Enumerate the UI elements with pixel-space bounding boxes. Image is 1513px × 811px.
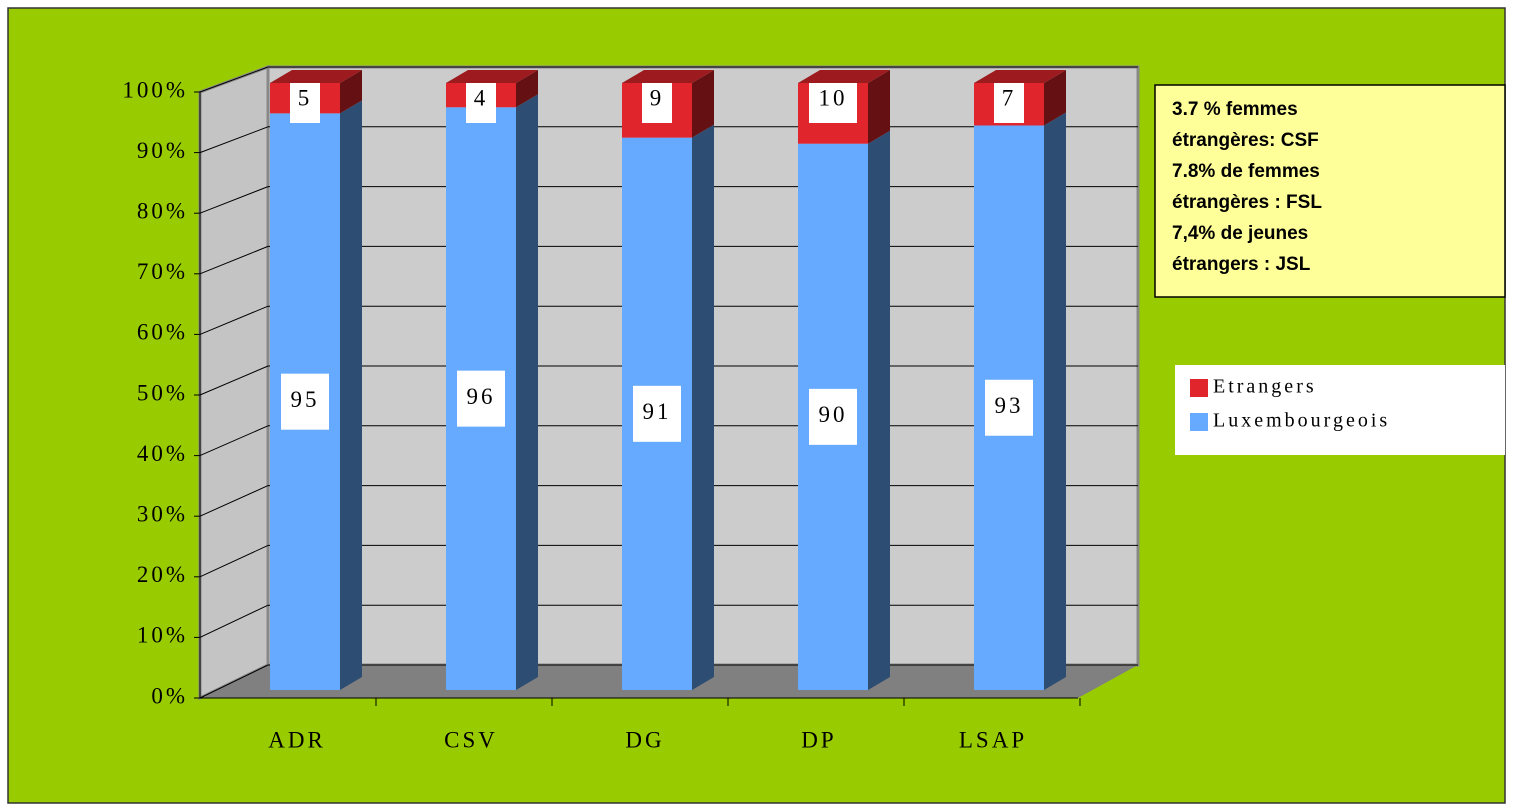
y-tick-label: 10% [137,623,188,648]
y-tick-label: 50% [137,380,188,405]
grid-line [199,664,269,699]
y-tick-label: 90% [137,138,188,163]
grid-line [199,604,269,638]
y-tick-label: 0% [151,683,188,708]
annotation: étrangères : FSL [1172,192,1322,213]
data-label-box [466,83,496,123]
annotation: 7,4% de jeunes [1172,223,1308,244]
bar-side [340,70,362,114]
data-label-box [809,83,857,123]
bar-top [622,70,714,83]
grid-line [199,305,269,335]
bar-side [1044,70,1066,126]
data-label-box [642,83,672,123]
data-label: 90 [819,402,848,427]
data-label: 4 [474,85,489,110]
y-tick-label: 30% [137,501,188,526]
legend [1175,365,1505,455]
y-tick-label: 70% [137,259,188,284]
data-label-box [281,373,329,430]
bar-top [798,70,890,83]
grid-line [199,544,269,578]
annotation: étrangers : JSL [1172,254,1311,275]
data-label-box [809,388,857,445]
data-label: 7 [1002,85,1017,110]
data-label: 96 [467,384,496,409]
bar-side [516,70,538,108]
annotation: étrangères: CSF [1172,130,1319,151]
y-tick-label: 100% [122,77,188,102]
bar-top [974,70,1066,83]
grid-line [199,365,269,396]
annotation: 7.8% de femmes [1172,161,1320,182]
x-tick-label: LSAP [959,727,1027,752]
data-label-box [457,370,505,427]
bar-top [446,70,538,83]
grid-line [199,186,269,214]
annotation: 3.7 % femmes [1172,99,1298,120]
side-wall [198,64,270,701]
y-tick-label: 80% [137,198,188,223]
y-tick-label: 20% [137,562,188,587]
x-tick-label: DP [801,727,836,752]
data-label: 93 [995,393,1024,418]
legend-swatch [1190,413,1208,431]
grid-line [199,485,269,517]
y-tick-label: 60% [137,320,188,345]
bar-side [692,70,714,138]
data-label-box [633,385,681,442]
data-label: 10 [819,85,848,110]
bar-side [340,100,362,691]
x-tick-label: DG [625,727,664,752]
legend-label: Luxembourgeois [1213,410,1390,432]
data-label: 9 [650,85,665,110]
grid-line [199,66,269,93]
data-label-box [290,83,320,123]
bar-side [868,70,890,144]
data-label-box [985,379,1033,436]
bar-side [1044,112,1066,691]
bar-side [516,94,538,690]
legend-label: Etrangers [1213,376,1317,398]
grid-line [199,245,269,275]
bar-side [692,124,714,690]
x-tick-label: CSV [444,727,498,752]
y-tick-label: 40% [137,441,188,466]
data-label: 95 [291,387,320,412]
data-label-box [994,83,1024,123]
bar-top [270,70,362,83]
grid-line [199,425,269,457]
legend-swatch [1190,379,1208,397]
data-label: 91 [643,399,672,424]
grid-line [199,126,269,154]
bar-side [868,130,890,690]
x-tick-label: ADR [268,727,326,752]
annotation-box [1154,84,1506,298]
data-label: 5 [298,85,313,110]
